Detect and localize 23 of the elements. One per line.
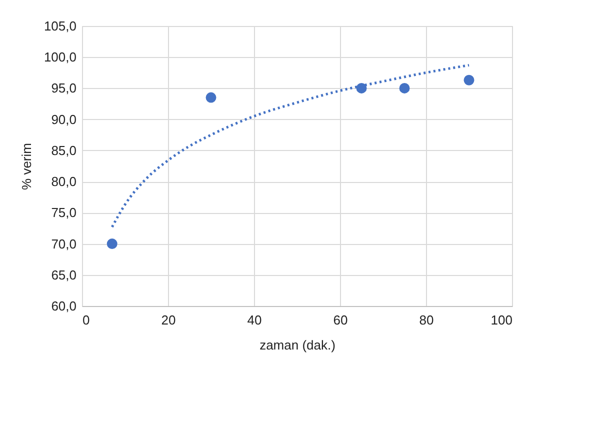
line-series [110, 64, 470, 228]
point [464, 74, 474, 86]
y-tick-label: 95,0 [51, 80, 76, 96]
x-tick-label: 80 [419, 312, 434, 328]
x-tick-label: 20 [161, 312, 176, 328]
y-tick-label: 65,0 [51, 267, 76, 282]
point [399, 82, 410, 94]
y-tick-label: 100,0 [44, 50, 76, 65]
y-tick-label: 80,0 [51, 174, 76, 190]
y-tick-label: 90,0 [51, 112, 76, 127]
point [106, 238, 118, 250]
x-tick-label: 40 [247, 312, 262, 328]
y-tick-label: 70,0 [51, 236, 76, 252]
x-tick-label: 0 [82, 312, 90, 328]
y-tick-label: 85,0 [51, 142, 76, 158]
x-tick-label: 60 [333, 312, 348, 328]
x-axis-title: zaman (dak.) [260, 338, 336, 352]
point [206, 92, 216, 103]
y-tick-label: 60,0 [51, 298, 76, 314]
y-tick-label: 75,0 [51, 205, 76, 220]
y-tick-label: 105,0 [44, 18, 76, 34]
x-tick-label: 100 [490, 312, 512, 328]
y-axis-title: % verim [18, 143, 34, 190]
